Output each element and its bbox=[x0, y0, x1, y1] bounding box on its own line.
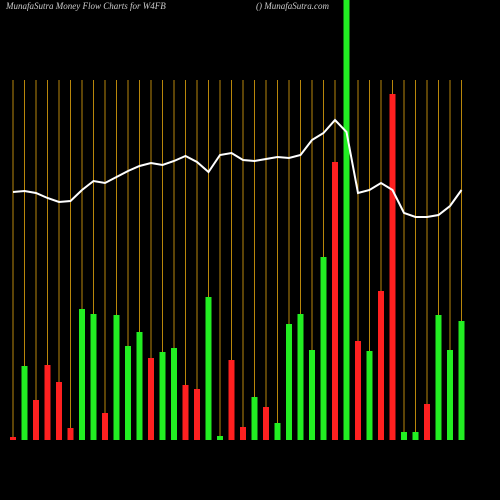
bar bbox=[355, 341, 361, 440]
bar bbox=[10, 437, 16, 440]
bar bbox=[401, 432, 407, 440]
bar bbox=[240, 427, 246, 440]
bar bbox=[447, 350, 453, 440]
bar bbox=[182, 385, 189, 440]
bar bbox=[263, 407, 269, 440]
bar bbox=[389, 94, 396, 440]
bar bbox=[332, 162, 338, 440]
bar bbox=[79, 309, 85, 440]
bar bbox=[205, 297, 212, 440]
price-line bbox=[12, 118, 463, 218]
bar bbox=[251, 397, 258, 440]
bar bbox=[113, 315, 120, 440]
bar bbox=[424, 404, 430, 440]
bar bbox=[309, 350, 315, 440]
bar bbox=[159, 352, 166, 440]
bar bbox=[136, 332, 143, 440]
bar bbox=[56, 382, 62, 440]
bar bbox=[228, 360, 235, 440]
bar bbox=[102, 413, 108, 440]
bar bbox=[412, 432, 419, 440]
bar bbox=[343, 0, 350, 440]
bar bbox=[125, 346, 131, 440]
bar bbox=[217, 436, 223, 440]
bar bbox=[274, 423, 281, 440]
bar bbox=[435, 315, 442, 440]
bar bbox=[67, 428, 74, 440]
bar bbox=[378, 291, 384, 440]
bar bbox=[458, 321, 465, 440]
bar bbox=[21, 366, 28, 440]
bar bbox=[286, 324, 292, 440]
bar bbox=[33, 400, 39, 440]
chart-title: MunafaSutra Money Flow Charts for W4FB bbox=[5, 1, 166, 11]
bar bbox=[297, 314, 304, 440]
bar bbox=[148, 358, 154, 440]
bar bbox=[320, 257, 327, 440]
bar bbox=[44, 365, 51, 440]
bar bbox=[194, 389, 200, 440]
bar bbox=[90, 314, 97, 440]
bar bbox=[366, 351, 373, 440]
bar bbox=[171, 348, 177, 440]
chart-subtitle: () MunafaSutra.com bbox=[256, 1, 329, 11]
